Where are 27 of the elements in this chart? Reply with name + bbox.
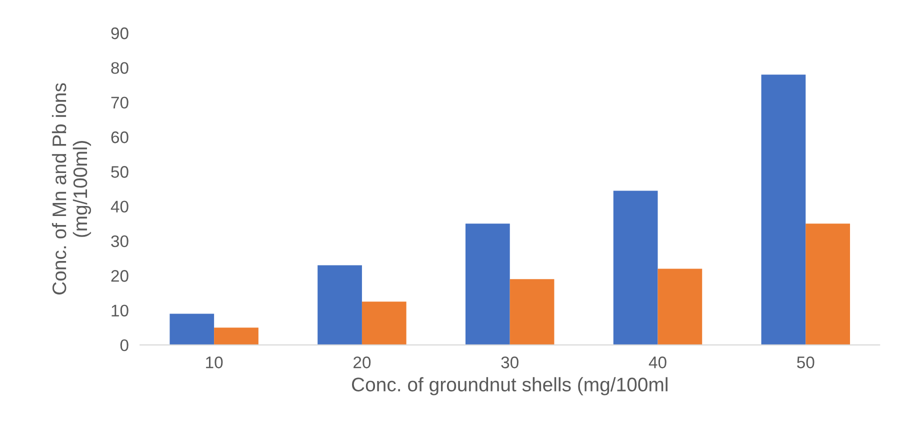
x-tick-label: 50 <box>797 356 814 368</box>
y-tick-label: 20 <box>111 270 128 282</box>
x-axis-title: Conc. of groundnut shells (mg/100ml <box>352 377 668 396</box>
y-tick-label: 60 <box>111 131 128 144</box>
bar <box>214 328 258 345</box>
bar <box>362 302 406 345</box>
bar <box>318 265 362 345</box>
y-tick-label: 80 <box>111 62 128 74</box>
x-tick-label: 20 <box>354 356 371 368</box>
y-tick-label: 10 <box>112 304 128 316</box>
x-tick-label: 40 <box>648 356 666 368</box>
y-tick-label: 70 <box>111 96 128 109</box>
y-tick-label: 0 <box>120 339 128 352</box>
y-tick-label: 30 <box>111 235 128 248</box>
y-tick-label: 40 <box>110 200 128 213</box>
y-tick-label: 90 <box>111 27 128 40</box>
bar <box>658 268 702 345</box>
y-tick-label: 50 <box>111 166 128 178</box>
bar <box>806 224 850 345</box>
bar <box>170 314 214 345</box>
bar <box>613 190 658 345</box>
x-tick-label: 30 <box>501 356 518 368</box>
bar <box>761 74 806 345</box>
bar <box>465 224 510 345</box>
y-axis-title: Conc. of Mn and Pb ions (mg/100ml) <box>52 83 92 294</box>
bar <box>510 279 554 345</box>
x-tick-label: 10 <box>206 356 223 368</box>
